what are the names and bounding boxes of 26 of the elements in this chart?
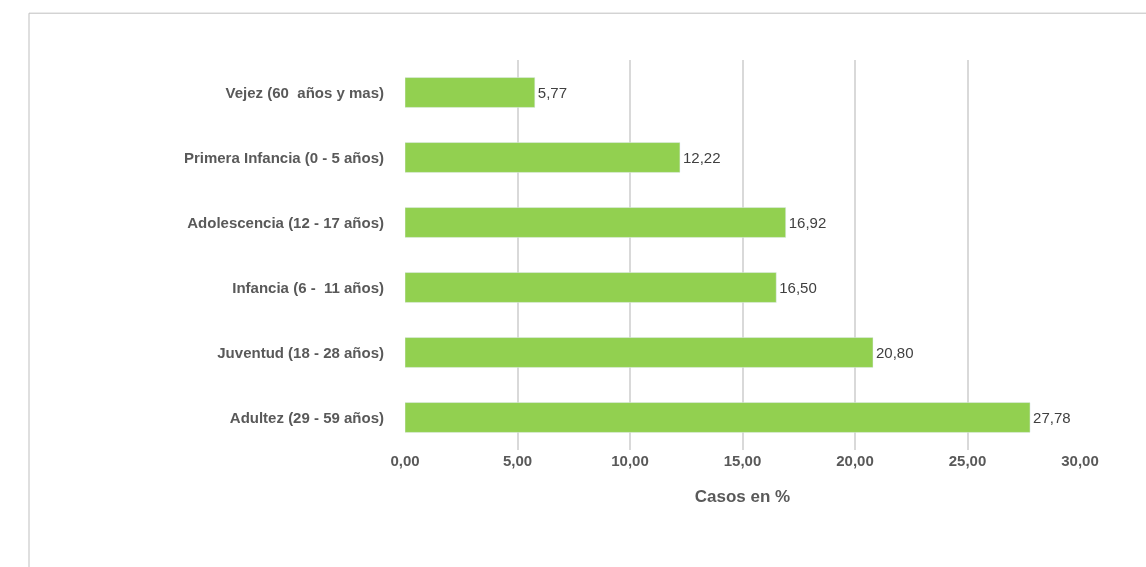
x-tick-label: 15,00 [723,452,762,469]
y-tick-label: Infancia (6 - 11 años) [232,278,384,296]
bar [405,142,681,173]
bar [405,77,536,108]
x-tick-label: 20,00 [836,452,874,469]
y-tick-label: Adolescencia (12 - 17 años) [187,213,384,231]
y-tick-label: Juventud (18 - 28 años) [217,343,384,361]
data-label: 16,50 [779,279,817,296]
data-label: 12,22 [682,149,721,166]
y-tick-label: Primera Infancia (0 - 5 años) [183,148,384,166]
bar [405,337,874,368]
y-tick-label: Vejez (60 años y mas) [225,83,384,101]
x-tick-label: 5,00 [502,452,533,469]
bar [405,402,1031,433]
data-label: 5,77 [537,84,568,101]
data-label: 16,92 [788,214,827,231]
y-tick-label: Adultez (29 - 59 años) [229,408,384,426]
x-tick-label: 30,00 [1061,452,1099,469]
x-tick-label: 25,00 [948,452,987,469]
x-tick-label: 10,00 [611,452,649,469]
bar [405,207,786,238]
bar [405,272,777,303]
x-tick-label: 0,00 [390,452,420,469]
data-label: 20,80 [876,344,914,361]
x-axis-title: Casos en % [694,487,791,507]
data-label: 27,78 [1033,409,1071,426]
